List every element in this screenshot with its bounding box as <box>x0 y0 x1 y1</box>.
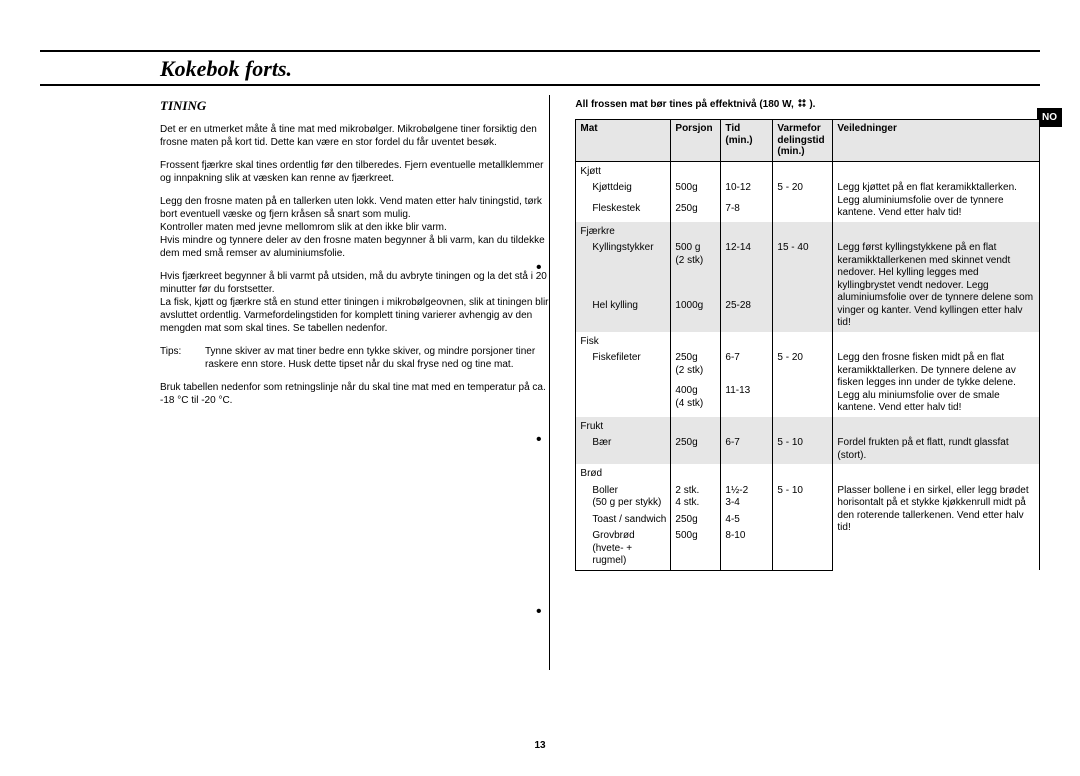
column-divider <box>549 95 550 670</box>
cell-portion: 250g <box>671 201 721 222</box>
cell-portion: 1000g <box>671 298 721 331</box>
cell-time: 8-10 <box>721 528 773 570</box>
table-row: Kyllingstykker500 g(2 stk)12-1415 - 40Le… <box>576 240 1040 298</box>
cell-stand: 5 - 20 <box>773 350 833 383</box>
cell-stand: 15 - 40 <box>773 240 833 298</box>
table-category-row: Frukt <box>576 417 1040 436</box>
right-column: All frossen mat bør tines på effektnivå … <box>575 98 1040 571</box>
cell-time: 4-5 <box>721 512 773 529</box>
table-row: Fiskefileter250g(2 stk)6-75 - 20Legg den… <box>576 350 1040 383</box>
defrost-icon <box>797 98 807 111</box>
cell-name: Boller(50 g per stykk) <box>576 483 671 512</box>
page-number: 13 <box>0 740 1080 751</box>
table-category-row: Fjærkre <box>576 222 1040 241</box>
paragraph: Bruk tabellen nedenfor som retningslinje… <box>160 381 555 407</box>
paragraph: Frossent fjærkre skal tines ordentlig fø… <box>160 159 555 185</box>
cell-guide: Legg kjøttet på en flat keramikktallerke… <box>833 180 1040 222</box>
cell-portion: 400g(4 stk) <box>671 383 721 416</box>
cell-name: Fiskefileter <box>576 350 671 383</box>
cell-stand <box>773 201 833 222</box>
cell-stand <box>773 383 833 416</box>
cell-name: Toast / sandwich <box>576 512 671 529</box>
tips-text: Tynne skiver av mat tiner bedre enn tykk… <box>205 345 555 371</box>
cell-portion: 250g <box>671 435 721 464</box>
th-stand: Varmefor delingstid (min.) <box>773 120 833 162</box>
cell-time: 11-13 <box>721 383 773 416</box>
cell-stand: 5 - 20 <box>773 180 833 201</box>
category-cell: Fjærkre <box>576 222 671 241</box>
cell-name <box>576 383 671 416</box>
cell-time: 7-8 <box>721 201 773 222</box>
cell-portion: 250g <box>671 512 721 529</box>
th-porsjon: Porsjon <box>671 120 721 162</box>
cell-time: 12-14 <box>721 240 773 298</box>
paragraph: Hvis fjærkreet begynner å bli varmt på u… <box>160 270 555 335</box>
th-tid: Tid (min.) <box>721 120 773 162</box>
divider-bullets: ••• <box>536 260 542 776</box>
category-cell: Brød <box>576 464 671 483</box>
table-row: Kjøttdeig500g10-125 - 20Legg kjøttet på … <box>576 180 1040 201</box>
cell-name: Grovbrød(hvete- + rugmel) <box>576 528 671 570</box>
th-guide: Veiledninger <box>833 120 1040 162</box>
cell-name: Kjøttdeig <box>576 180 671 201</box>
th-mat: Mat <box>576 120 671 162</box>
tips-row: Tips: Tynne skiver av mat tiner bedre en… <box>160 345 555 371</box>
language-tab: NO <box>1037 108 1062 127</box>
cell-portion: 2 stk.4 stk. <box>671 483 721 512</box>
category-cell: Frukt <box>576 417 671 436</box>
cell-stand: 5 - 10 <box>773 435 833 464</box>
cell-stand <box>773 512 833 529</box>
paragraph: Det er en utmerket måte å tine mat med m… <box>160 123 555 149</box>
cell-stand: 5 - 10 <box>773 483 833 512</box>
table-row: Bær250g6-75 - 10Fordel frukten på et fla… <box>576 435 1040 464</box>
left-column: TINING Det er en utmerket måte å tine ma… <box>40 98 555 571</box>
cell-portion: 250g(2 stk) <box>671 350 721 383</box>
table-row: Boller(50 g per stykk)2 stk.4 stk.1½-23-… <box>576 483 1040 512</box>
cell-portion: 500g <box>671 180 721 201</box>
cell-guide: Plasser bollene i en sirkel, eller legg … <box>833 483 1040 571</box>
cell-time: 1½-23-4 <box>721 483 773 512</box>
page-title: Kokebok forts. <box>160 56 1040 82</box>
cell-portion: 500 g(2 stk) <box>671 240 721 298</box>
cell-portion: 500g <box>671 528 721 570</box>
table-category-row: Kjøtt <box>576 161 1040 180</box>
cell-name: Fleskestek <box>576 201 671 222</box>
table-category-row: Brød <box>576 464 1040 483</box>
cell-guide: Fordel frukten på et flatt, rundt glassf… <box>833 435 1040 464</box>
cell-name: Hel kylling <box>576 298 671 331</box>
section-heading: TINING <box>160 98 555 115</box>
category-cell: Kjøtt <box>576 161 671 180</box>
cell-stand <box>773 528 833 570</box>
cell-time: 6-7 <box>721 435 773 464</box>
cell-name: Bær <box>576 435 671 464</box>
cell-time: 10-12 <box>721 180 773 201</box>
table-note: All frossen mat bør tines på effektnivå … <box>575 98 1040 111</box>
cell-guide: Legg først kyllingstykkene på en flat ke… <box>833 240 1040 332</box>
category-cell: Fisk <box>576 332 671 351</box>
cell-time: 6-7 <box>721 350 773 383</box>
cell-time: 25-28 <box>721 298 773 331</box>
cell-name: Kyllingstykker <box>576 240 671 298</box>
defrost-table: Mat Porsjon Tid (min.) Varmefor delingst… <box>575 119 1040 571</box>
cell-stand <box>773 298 833 331</box>
table-category-row: Fisk <box>576 332 1040 351</box>
tips-label: Tips: <box>160 345 205 371</box>
paragraph: Legg den frosne maten på en tallerken ut… <box>160 195 555 260</box>
cell-guide: Legg den frosne fisken midt på en flat k… <box>833 350 1040 417</box>
